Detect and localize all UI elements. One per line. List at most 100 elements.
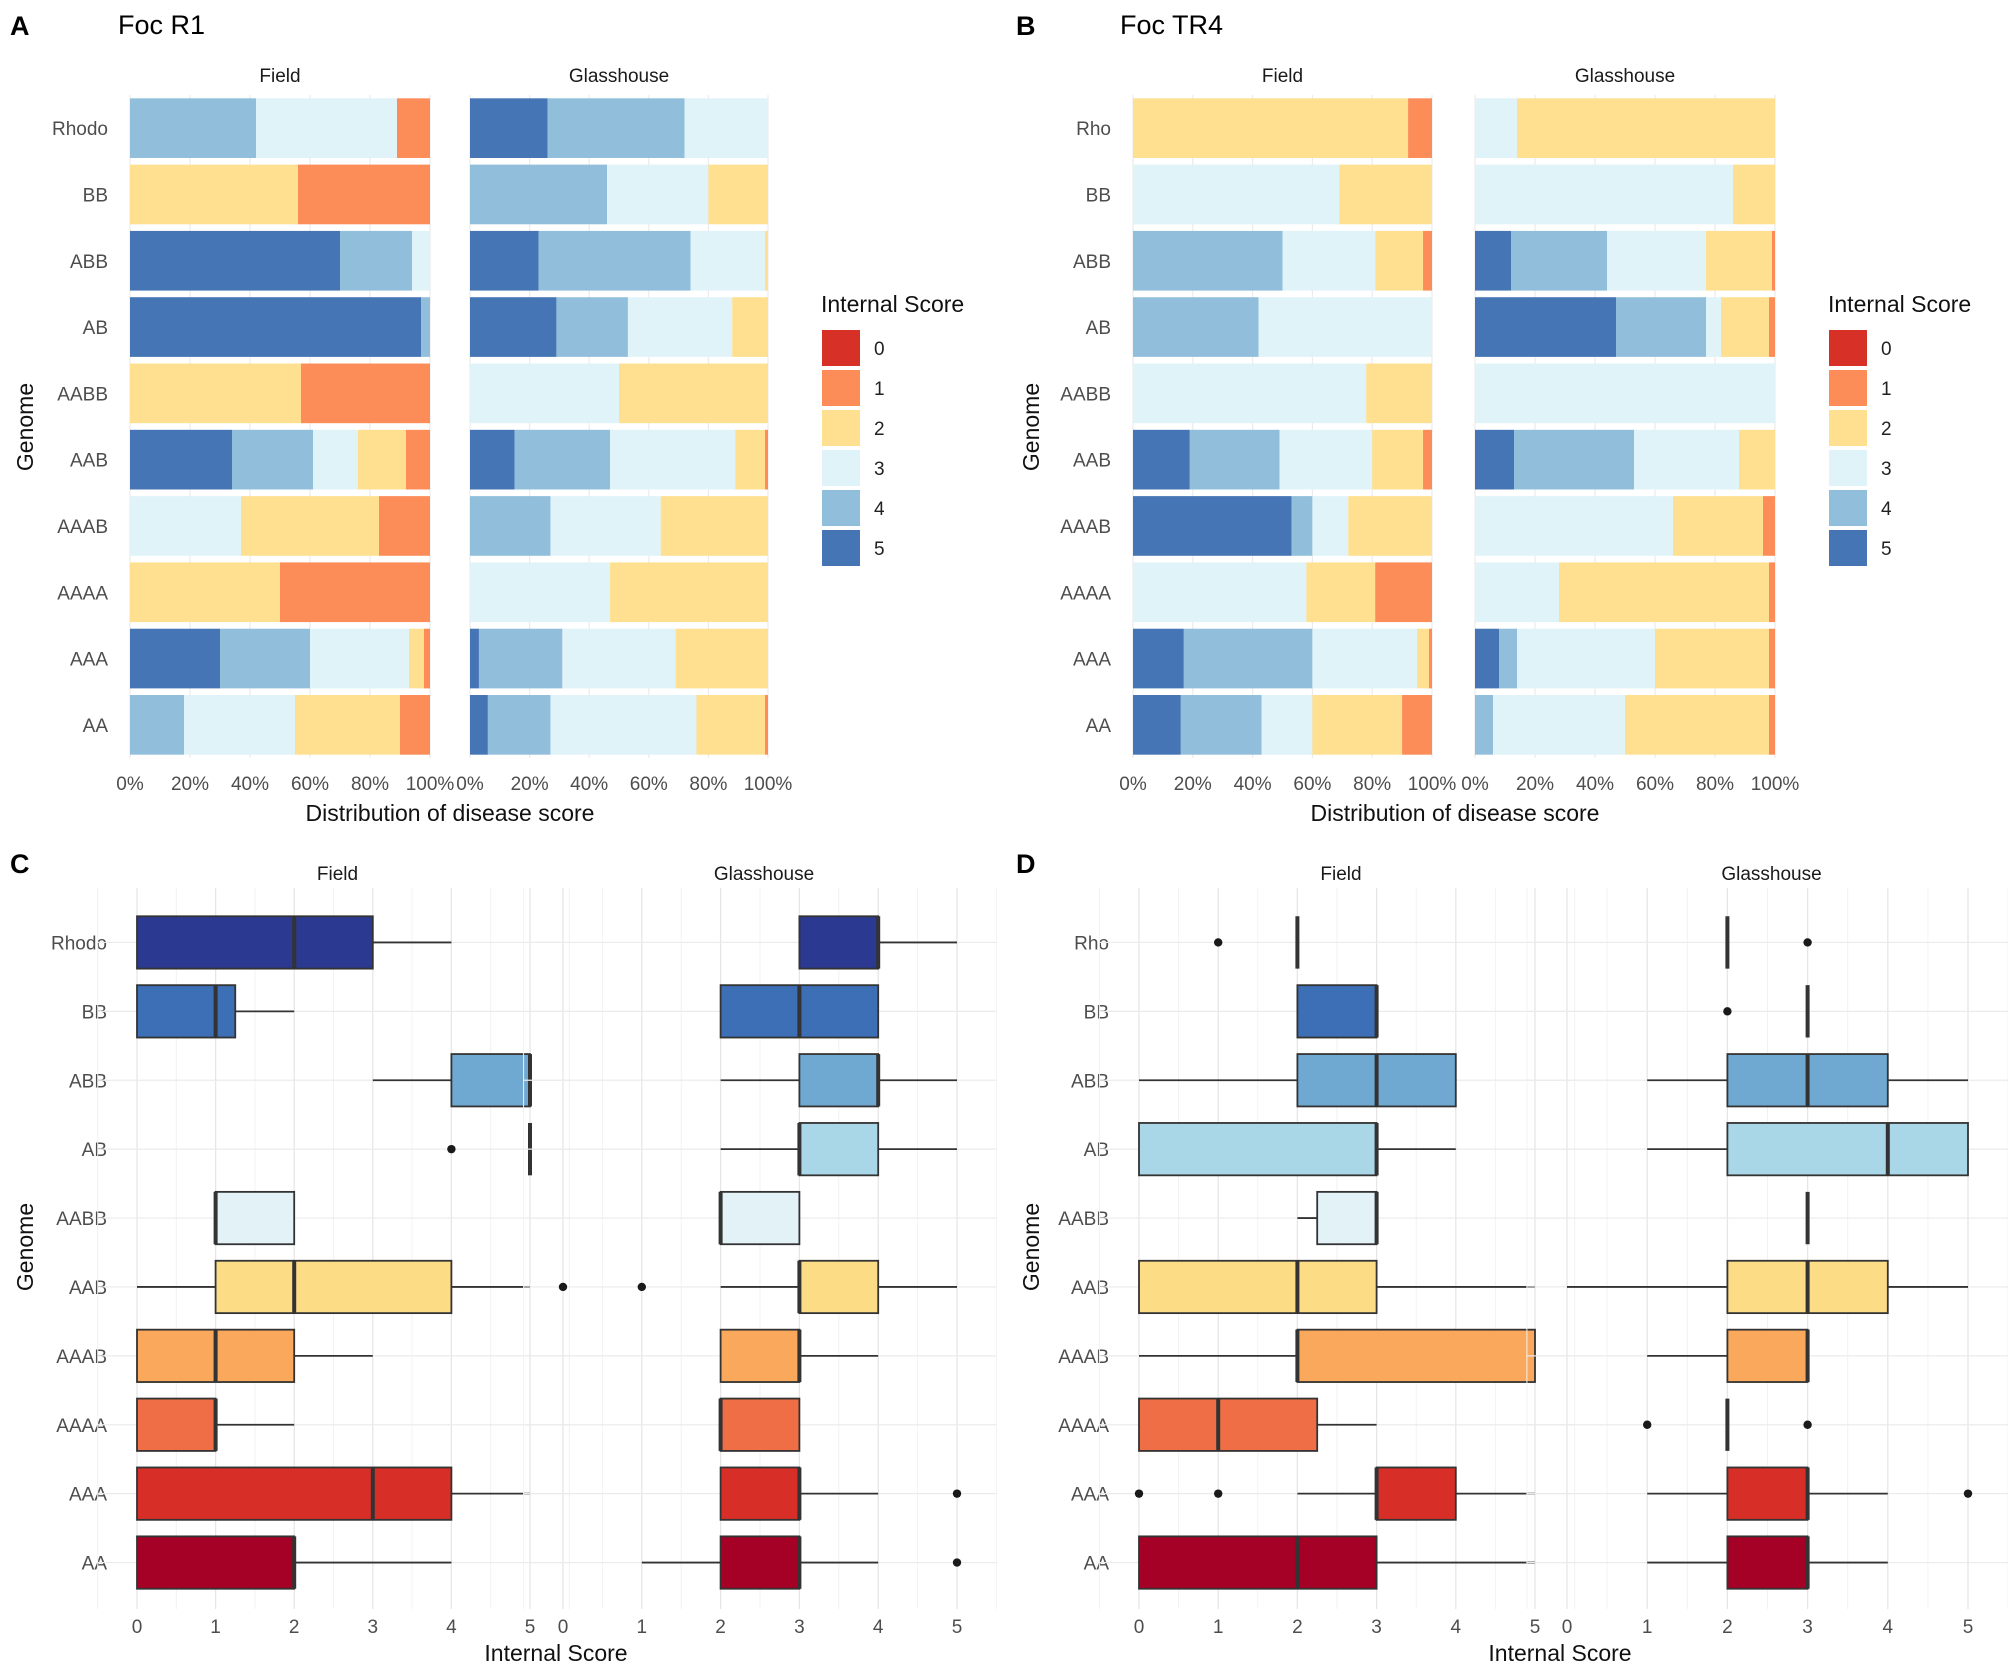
panel-a-bar-glasshouse-Rhodo-score-3 [684,98,768,158]
panel-c-y-tick-AAA: AAA [69,1485,107,1506]
panel-d-y-tick-AAA: AAA [1071,1485,1109,1506]
panel-b-bar-field-ABB-score-4 [1133,230,1283,291]
panel-c-x-tick-glasshouse-0: 0 [558,1617,569,1638]
panel-a-bar-field-Rhodo-score-1 [397,98,430,158]
panel-b-x-axis-title: Distribution of disease score [1311,800,1600,826]
panel-c-glasshouse-ABB-box [798,1053,880,1108]
panel-a-bar-field-AABB-score-2 [130,363,301,424]
legend-label-2: 2 [874,419,885,440]
panel-b-bar-field-AABB-score-3 [1133,363,1367,424]
panel-a-bar-glasshouse-AAA-score-5 [470,628,479,689]
panel-a-bar-field-AB-score-4 [421,297,430,357]
panel-d-y-tick-AA: AA [1084,1554,1110,1575]
panel-b-y-axis-title: Genome [1018,383,1044,471]
panel-d-glasshouse-AA-box [1726,1535,1809,1590]
panel-b-facet-glasshouse: Glasshouse [1575,66,1675,87]
panel-b-bar-field-AA-score-3 [1261,695,1313,755]
panel-b-x-tick-field-1: 20% [1174,774,1212,795]
panel-b-bar-glasshouse-AAAB-score-2 [1673,496,1763,556]
panel-a-bar-glasshouse-BB-score-3 [607,164,709,225]
panel-a-y-axis-title: Genome [12,383,38,471]
panel-a-x-tick-field-2: 40% [231,774,269,795]
panel-d-facet-glasshouse: Glasshouse [1721,864,1821,885]
panel-c-y-tick-AAAB: AAAB [56,1347,107,1368]
panel-b-bar-glasshouse-AABB-score-3 [1475,363,1775,424]
panel-a-bar-field-Rhodo-score-3 [256,98,397,158]
panel-a-bar-glasshouse-AAA-score-3 [562,628,676,689]
panel-c-y-tick-AAAA: AAAA [56,1416,107,1437]
panel-a-bar-field-AAAA-score-1 [280,562,430,623]
panel-c-glasshouse-AA-box [719,1535,801,1590]
panel-a-facet-field: Field [259,66,300,87]
panel-d-x-tick-glasshouse-4: 4 [1883,1617,1894,1638]
panel-b-bar-field-ABB-score-1 [1423,230,1432,291]
panel-b-y-tick-AAAA: AAAA [1060,583,1111,604]
panel-b-bar-glasshouse-AAB-score-5 [1475,429,1514,490]
panel-b-x-tick-glasshouse-0: 0% [1461,774,1489,795]
panel-a-y-tick-Rhodo: Rhodo [52,119,108,140]
panel-c-field-Rhodo-box [136,915,374,970]
panel-b-bar-glasshouse-AAAB-score-3 [1475,496,1673,556]
panel-a-y-tick-BB: BB [83,185,108,206]
panel-b-bar-glasshouse-AB-score-4 [1616,297,1706,357]
legend-label-0: 0 [1881,339,1892,360]
panel-b-x-tick-glasshouse-2: 40% [1576,774,1614,795]
panel-a-bar-glasshouse-ABB-score-5 [470,230,539,291]
panel-c-x-tick-glasshouse-2: 2 [715,1617,726,1638]
panel-a-bar-glasshouse-AAAA-score-3 [470,562,611,623]
panel-a-bar-glasshouse-Rhodo-score-4 [547,98,685,158]
panel-b-bar-glasshouse-AA-score-4 [1475,695,1493,755]
panel-b-bar-glasshouse-AAB-score-4 [1514,429,1634,490]
panel-a-bar-field-AAB-score-1 [406,429,430,490]
panel-d-field-AAA-box [1375,1466,1457,1521]
panel-a-bar-glasshouse-AAB-score-4 [514,429,611,490]
panel-d-glasshouse-Rho-outlier-0 [1803,938,1812,947]
panel-d-glasshouse-AAAA-outlier-0 [1643,1420,1652,1429]
panel-c-field-AAA-box [136,1466,453,1521]
panel-a-bar-glasshouse-BB-score-4 [470,164,608,225]
panel-b-y-tick-AAAB: AAAB [1060,517,1111,538]
panel-b-bar-field-AAB-score-3 [1279,429,1373,490]
legend-label-4: 4 [874,499,885,520]
panel-a-bar-field-AB-score-5 [130,297,421,357]
panel-d-x-tick-field-1: 1 [1213,1617,1224,1638]
legend-swatch-0 [1829,330,1867,366]
panel-d-field-Rho-outlier-0 [1214,938,1223,947]
legend-label-5: 5 [1881,539,1892,560]
panel-d-facet-field: Field [1320,864,1361,885]
panel-a-x-tick-field-1: 20% [171,774,209,795]
panel-c-glasshouse-AAB-box [798,1259,880,1315]
panel-b-x-tick-field-4: 80% [1353,774,1391,795]
panel-b-x-tick-glasshouse-3: 60% [1636,774,1674,795]
panel-b-bar-glasshouse-ABB-score-4 [1511,230,1607,291]
panel-a-bar-field-AAAB-score-1 [379,496,430,556]
panel-c-x-tick-field-5: 5 [525,1617,536,1638]
panel-d-y-tick-Rho: Rho [1074,933,1109,954]
panel-b-bar-field-AAA-score-5 [1133,628,1184,689]
panel-a-bar-glasshouse-AA-score-2 [696,695,766,755]
panel-a-facet-glasshouse: Glasshouse [569,66,669,87]
panel-a-bar-glasshouse-AB-score-4 [556,297,628,357]
panel-d-x-tick-field-2: 2 [1292,1617,1303,1638]
panel-c-x-axis-title: Internal Score [484,1640,627,1666]
legend-swatch-4 [1829,490,1867,526]
panel-a-bar-field-AA-score-3 [184,695,295,755]
legend-label-4: 4 [1881,499,1892,520]
panel-c-x-tick-glasshouse-3: 3 [794,1617,805,1638]
panel-d-field-AAAB-box [1296,1328,1536,1383]
panel-a-y-tick-ABB: ABB [70,252,108,273]
panel-d-y-tick-AABB: AABB [1058,1209,1109,1230]
panel-a-bar-field-AA-score-4 [130,695,184,755]
panel-d-field-AA-box [1138,1535,1378,1590]
panel-a-y-tick-AA: AA [83,716,109,737]
legend-label-1: 1 [1881,379,1892,400]
panel-d-x-tick-glasshouse-1: 1 [1642,1617,1653,1638]
panel-c-glasshouse-AAAB-box [719,1328,801,1383]
legend-label-3: 3 [1881,459,1892,480]
legend-swatch-4 [822,490,860,526]
panel-a-bar-glasshouse-AAB-score-3 [610,429,736,490]
panel-d-glasshouse-AAAB-box [1726,1328,1809,1383]
panel-d-field-AB-box [1138,1122,1378,1177]
panel-a-bar-glasshouse-AA-score-3 [550,695,697,755]
